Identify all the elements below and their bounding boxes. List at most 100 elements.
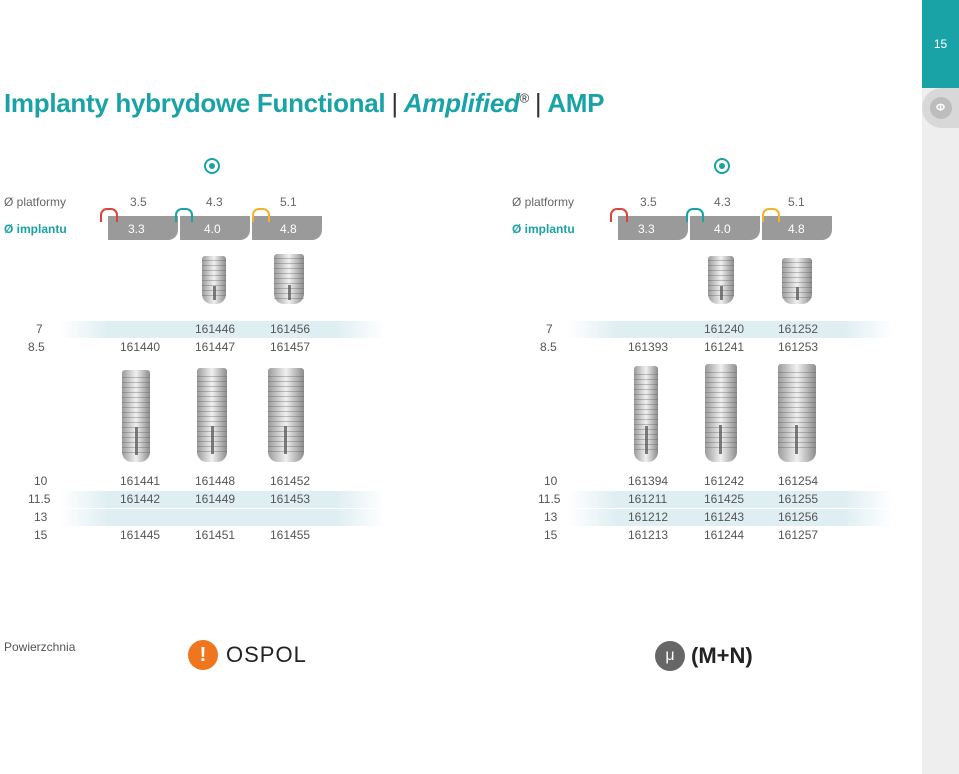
implant-image [778, 364, 816, 462]
code-cell: 161255 [778, 492, 819, 506]
length-cell: 8.5 [28, 340, 45, 354]
code-cell: 161448 [195, 474, 236, 488]
red-connector-icon [100, 208, 118, 222]
row-band [60, 509, 385, 526]
code-cell: 161457 [270, 340, 311, 354]
yellow-connector-icon [762, 208, 780, 222]
code-cell: 161447 [195, 340, 236, 354]
length-cell: 7 [36, 322, 43, 336]
implant-value: 4.8 [788, 222, 805, 236]
platform-value: 5.1 [280, 195, 297, 209]
length-cell: 13 [544, 510, 558, 524]
code-cell: 161394 [628, 474, 669, 488]
code-cell: 161455 [270, 528, 311, 542]
code-cell: 161241 [704, 340, 745, 354]
implant-image [782, 258, 812, 304]
implant-image [202, 256, 226, 304]
title-part2: Amplified [403, 88, 520, 118]
platform-label: Ø platformy [4, 195, 67, 209]
code-cell: 161425 [704, 492, 745, 506]
teal-target-icon [714, 158, 730, 174]
row-band [568, 491, 893, 508]
code-cell: 161442 [120, 492, 161, 506]
code-cell: 161253 [778, 340, 819, 354]
row-band [60, 491, 385, 508]
length-cell: 8.5 [540, 340, 557, 354]
implant-image [705, 364, 737, 462]
implant-value: 3.3 [638, 222, 655, 236]
code-cell: 161212 [628, 510, 669, 524]
row-band [60, 321, 385, 338]
side-badge: Φ [922, 88, 959, 128]
diameter-pill [108, 216, 178, 240]
length-cell: 7 [546, 322, 553, 336]
platform-value: 5.1 [788, 195, 805, 209]
platform-value: 4.3 [714, 195, 731, 209]
phi-icon: Φ [929, 97, 952, 119]
length-cell: 15 [544, 528, 558, 542]
code-cell: 161213 [628, 528, 669, 542]
implant-value: 4.8 [280, 222, 297, 236]
length-cell: 13 [34, 510, 48, 524]
implant-value: 4.0 [714, 222, 731, 236]
code-cell: 161453 [270, 492, 311, 506]
code-cell: 161257 [778, 528, 819, 542]
code-cell: 161393 [628, 340, 669, 354]
red-connector-icon [610, 208, 628, 222]
code-cell: 161451 [195, 528, 236, 542]
surface-label: Powierzchnia [4, 640, 76, 654]
implant-image [274, 254, 304, 304]
platform-label: Ø platformy [512, 195, 575, 209]
code-cell: 161440 [120, 340, 161, 354]
code-cell: 161256 [778, 510, 819, 524]
ospol-logo: ! OSPOL [188, 640, 307, 670]
exclamation-icon: ! [188, 640, 218, 670]
row-band [568, 321, 893, 338]
length-cell: 10 [544, 474, 558, 488]
mu-icon: μ [655, 641, 685, 671]
teal-target-icon [204, 158, 220, 174]
implant-value: 4.0 [204, 222, 221, 236]
page-title: Implanty hybrydowe Functional | Amplified®… [4, 88, 605, 118]
code-cell: 161244 [704, 528, 745, 542]
mn-logo: μ (M+N) [655, 641, 753, 671]
code-cell: 161456 [270, 322, 311, 336]
teal-connector-icon [175, 208, 193, 222]
panel-right: Ø platformy 3.5 4.3 5.1 Ø implantu 3.3 4… [508, 150, 893, 550]
code-cell: 161243 [704, 510, 745, 524]
teal-connector-icon [686, 208, 704, 222]
registered-mark: ® [519, 90, 530, 106]
side-strip [922, 0, 959, 774]
length-cell: 15 [34, 528, 48, 542]
code-cell: 161449 [195, 492, 236, 506]
implant-image [122, 370, 150, 462]
title-part1: Implanty hybrydowe Functional [4, 88, 386, 118]
code-cell: 161252 [778, 322, 819, 336]
platform-value: 3.5 [640, 195, 657, 209]
row-band [568, 509, 893, 526]
length-cell: 11.5 [538, 492, 561, 506]
implant-image [708, 256, 734, 304]
implant-image [634, 366, 658, 462]
title-part3: AMP [547, 88, 605, 118]
length-cell: 10 [34, 474, 48, 488]
platform-value: 3.5 [130, 195, 147, 209]
implant-label: Ø implantu [512, 222, 575, 236]
implant-image [197, 368, 227, 462]
code-cell: 161240 [704, 322, 745, 336]
code-cell: 161446 [195, 322, 236, 336]
length-cell: 11.5 [28, 492, 51, 506]
page-number: 15 [922, 0, 959, 88]
code-cell: 161452 [270, 474, 311, 488]
implant-image [268, 368, 304, 462]
ospol-wordmark: OSPOL [226, 642, 307, 667]
yellow-connector-icon [252, 208, 270, 222]
diameter-pill [618, 216, 688, 240]
code-cell: 161254 [778, 474, 819, 488]
panel-left: Ø platformy 3.5 4.3 5.1 Ø implantu 3.3 4… [0, 150, 385, 550]
code-cell: 161441 [120, 474, 161, 488]
code-cell: 161211 [628, 492, 668, 506]
mn-wordmark: (M+N) [691, 643, 753, 668]
implant-label: Ø implantu [4, 222, 67, 236]
code-cell: 161242 [704, 474, 745, 488]
